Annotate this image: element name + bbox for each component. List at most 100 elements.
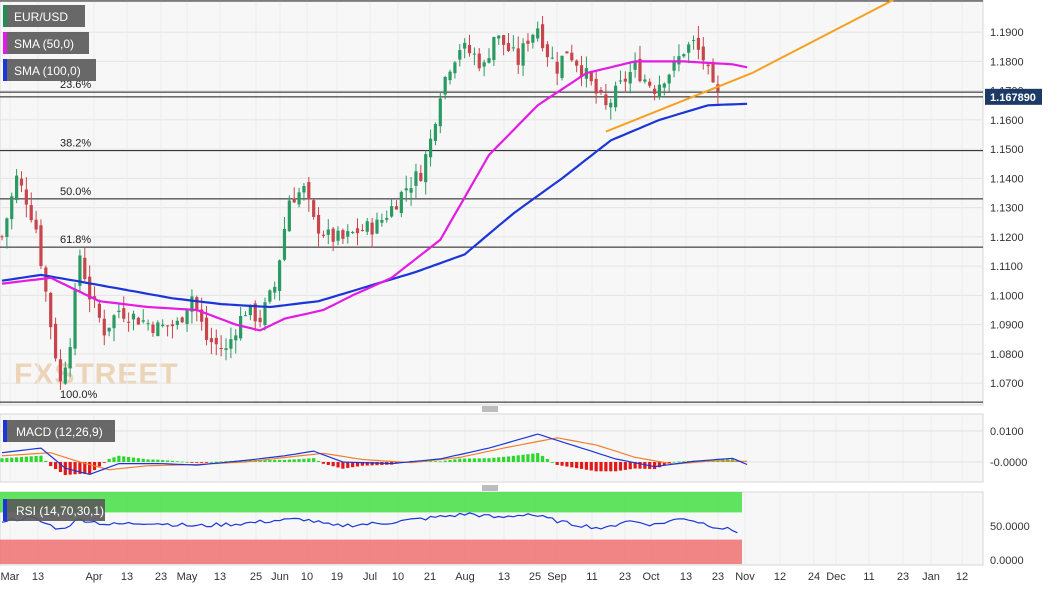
candle-body <box>141 320 145 322</box>
candle-body <box>516 48 520 65</box>
legend-macd-text: MACD (12,26,9) <box>16 425 103 439</box>
time-axis-label: 13 <box>121 571 133 583</box>
legend-macd[interactable]: MACD (12,26,9) <box>3 420 115 442</box>
macd-histogram-bar <box>346 462 350 468</box>
candle-body <box>643 79 647 82</box>
candle-body <box>604 94 608 106</box>
candle-body <box>180 317 184 323</box>
macd-histogram-bar <box>326 462 330 465</box>
time-axis-label: Aug <box>455 571 475 583</box>
legend-sma100[interactable]: SMA (100,0) <box>3 59 96 81</box>
rsi-line <box>1 512 738 534</box>
macd-histogram-bar <box>170 460 175 462</box>
time-axis-label: 12 <box>774 571 786 583</box>
time-axis-label: May <box>177 571 198 583</box>
legend-symbol[interactable]: EUR/USD <box>3 5 85 27</box>
candle-body <box>511 47 515 49</box>
candle-body <box>570 52 574 61</box>
candle-body <box>575 60 579 66</box>
macd-histogram-bar <box>49 462 53 467</box>
price-tick-label: 1.1500 <box>990 144 1024 156</box>
legend-rsi[interactable]: RSI (14,70,30,1) <box>3 499 105 521</box>
candle-body <box>292 198 296 203</box>
candle-body <box>545 44 550 58</box>
candle-body <box>190 296 194 312</box>
macd-resize-handle[interactable] <box>482 406 498 412</box>
macd-histogram-bar <box>141 458 145 462</box>
macd-histogram-bar <box>370 462 374 466</box>
macd-histogram-bar <box>78 462 82 474</box>
macd-histogram-bar <box>312 458 316 462</box>
candle-body <box>394 206 399 210</box>
fib-level-label: 38.2% <box>60 138 91 150</box>
macd-histogram-bar <box>467 458 472 462</box>
legend-sma50[interactable]: SMA (50,0) <box>3 32 89 54</box>
macd-histogram-bar <box>526 454 530 462</box>
candle-body <box>58 359 63 382</box>
candle-body <box>219 347 223 350</box>
macd-histogram-bar <box>677 461 681 463</box>
macd-histogram-bar <box>594 462 598 472</box>
time-axis-label: 11 <box>586 571 597 583</box>
price-tick-label: 1.1900 <box>990 27 1024 39</box>
price-tick-label: 1.1000 <box>990 290 1024 302</box>
candle-body <box>321 234 326 236</box>
candle-body <box>477 53 481 69</box>
candle-body <box>628 72 632 84</box>
macd-histogram-bar <box>472 458 476 462</box>
candle-body <box>263 302 267 325</box>
price-tick-label: 1.1100 <box>990 261 1023 273</box>
macd-histogram-bar <box>122 456 126 462</box>
time-axis-label: 11 <box>863 571 874 583</box>
rsi-overbought-zone <box>0 492 742 513</box>
candle-body <box>282 228 287 260</box>
macd-histogram-bar <box>652 462 657 470</box>
candle-body <box>146 323 150 325</box>
macd-histogram-bar <box>623 462 627 470</box>
rsi-resize-handle[interactable] <box>482 485 498 491</box>
candle-body <box>351 232 355 234</box>
candle-body <box>273 286 277 293</box>
rsi-tick-label: 50.0000 <box>990 521 1030 533</box>
time-axis-label: Apr <box>85 571 102 583</box>
candle-body <box>550 57 554 59</box>
candle-body <box>433 124 438 141</box>
macd-histogram-bar <box>604 462 608 472</box>
candle-body <box>34 219 38 230</box>
price-tick-label: 1.1400 <box>990 173 1024 185</box>
time-axis-label: 13 <box>214 571 226 583</box>
candle-body <box>682 54 686 57</box>
candle-body <box>492 36 496 61</box>
candle-body <box>204 317 209 340</box>
candle-body <box>253 303 257 322</box>
time-axis-label: Jun <box>271 571 289 583</box>
time-axis-label: Dec <box>826 571 846 583</box>
candle-body <box>536 28 540 39</box>
time-axis-label: 24 <box>808 571 820 583</box>
macd-tick-label: 0.0100 <box>990 426 1024 438</box>
candle-body <box>687 44 691 53</box>
candle-body <box>258 317 262 323</box>
candle-body <box>691 40 696 42</box>
macd-histogram-bar <box>589 462 593 471</box>
candle-body <box>399 191 403 214</box>
candle-body <box>531 34 535 43</box>
time-axis-label: 19 <box>331 571 343 583</box>
sma50-line <box>1 60 748 332</box>
candle-body <box>667 74 671 84</box>
candle-body <box>419 172 423 181</box>
macd-histogram-bar <box>492 457 496 462</box>
macd-histogram-bar <box>117 455 121 462</box>
macd-histogram-bar <box>10 457 14 462</box>
macd-histogram-bar <box>540 456 545 462</box>
candle-body <box>497 35 501 39</box>
macd-histogram-bar <box>331 462 335 467</box>
candle-body <box>19 178 24 186</box>
candle-body <box>579 65 584 77</box>
macd-histogram-bar <box>506 456 511 462</box>
macd-histogram-bar <box>151 459 155 462</box>
macd-histogram-bar <box>511 455 515 462</box>
price-tick-label: 1.0900 <box>990 320 1024 332</box>
macd-histogram-bar <box>458 458 462 462</box>
